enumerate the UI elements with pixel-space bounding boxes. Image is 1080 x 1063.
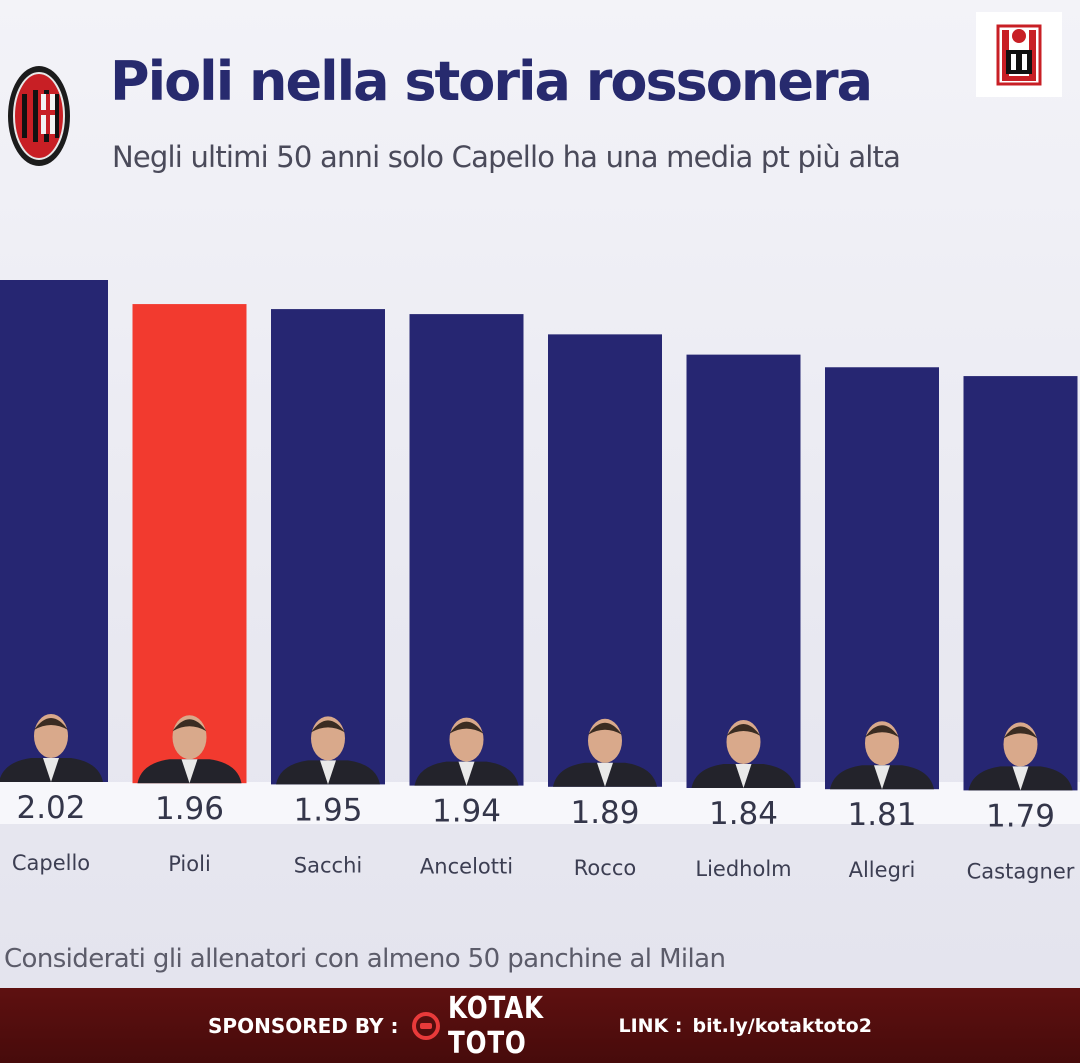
coach-portrait-icon — [0, 714, 103, 782]
milan-crest-icon — [8, 66, 70, 166]
bar-group: 1.96 Pioli — [132, 304, 247, 876]
data-label: 1.95 — [293, 792, 362, 828]
bar — [686, 354, 801, 788]
category-label: Ancelotti — [420, 855, 513, 879]
coach-portrait-icon — [830, 721, 934, 790]
data-label: 1.84 — [709, 796, 778, 832]
bar-group: 1.95 Sacchi — [271, 309, 385, 877]
data-label: 1.89 — [570, 795, 639, 831]
bar — [963, 376, 1078, 791]
sponsor-label: SPONSORED BY : — [208, 1013, 399, 1038]
coach-portrait-icon — [691, 720, 796, 788]
bar — [132, 304, 247, 784]
bar — [0, 280, 108, 782]
category-label: Allegri — [849, 858, 916, 882]
category-label: Sacchi — [294, 853, 362, 877]
data-label: 1.96 — [155, 791, 224, 827]
bar-group: 1.84 Liedholm — [686, 354, 801, 881]
chart-footnote: Considerati gli allenatori con almeno 50… — [4, 944, 726, 974]
chart-title: Pioli nella storia rossonera — [110, 50, 873, 113]
bar — [548, 334, 662, 787]
sponsor-link-label: LINK : — [618, 1014, 683, 1037]
bar-group: 2.02 Capello — [0, 280, 108, 875]
bar — [271, 309, 385, 785]
chart-subtitle: Negli ultimi 50 anni solo Capello ha una… — [112, 140, 901, 174]
category-label: Pioli — [168, 852, 211, 876]
data-label: 1.81 — [847, 797, 916, 833]
bar — [409, 314, 524, 786]
coach-portrait-icon — [137, 715, 242, 784]
bar-group: 1.89 Rocco — [548, 334, 662, 880]
bar-group: 1.79 Castagner — [963, 376, 1078, 883]
bar-chart: 2.02 Capello 1.96 Pioli 1.95 Sacchi 1.94 Ancelo… — [0, 280, 1080, 883]
data-label: 2.02 — [16, 790, 85, 826]
sponsor-banner: SPONSORED BY : KOTAK TOTO LINK : bit.ly/… — [0, 988, 1080, 1063]
sponsor-link[interactable]: bit.ly/kotaktoto2 — [692, 1014, 872, 1037]
coach-portrait-icon — [968, 722, 1073, 791]
data-label: 1.94 — [432, 794, 501, 830]
category-label: Rocco — [574, 856, 636, 880]
coach-portrait-icon — [553, 718, 657, 787]
bar-group: 1.81 Allegri — [825, 367, 939, 882]
data-label: 1.79 — [986, 798, 1055, 834]
category-label: Capello — [12, 851, 90, 875]
graphic-stage: Pioli nella storia rossonera Negli ultim… — [0, 0, 1080, 990]
category-label: Castagner — [967, 859, 1075, 883]
kotak-toto-icon — [412, 1011, 441, 1040]
coach-portrait-icon — [276, 716, 380, 785]
category-label: Liedholm — [695, 857, 791, 881]
coach-portrait-icon — [414, 717, 519, 786]
bar — [825, 367, 939, 790]
bar-group: 1.94 Ancelotti — [409, 314, 524, 879]
sponsor-brand-link[interactable]: KOTAK TOTO — [412, 991, 608, 1061]
milan-fan-page-logo-icon — [976, 12, 1062, 97]
sponsor-brand: KOTAK TOTO — [448, 990, 545, 1061]
